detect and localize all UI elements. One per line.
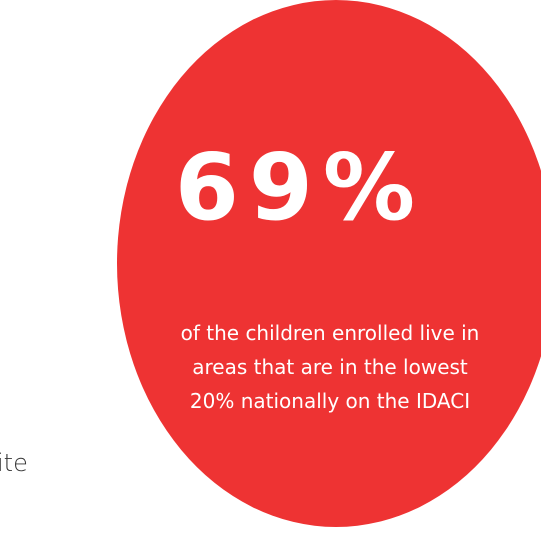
partial-side-text: ite (0, 449, 28, 477)
stat-caption-line: areas that are in the lowest (192, 355, 468, 379)
stat-caption-line: of the children enrolled live in (180, 321, 480, 345)
stat-value: 69% (174, 134, 426, 241)
stat-caption: of the children enrolled live in areas t… (114, 316, 541, 418)
stat-circle (117, 0, 541, 527)
stat-caption-line: 20% nationally on the IDACI (189, 389, 471, 413)
